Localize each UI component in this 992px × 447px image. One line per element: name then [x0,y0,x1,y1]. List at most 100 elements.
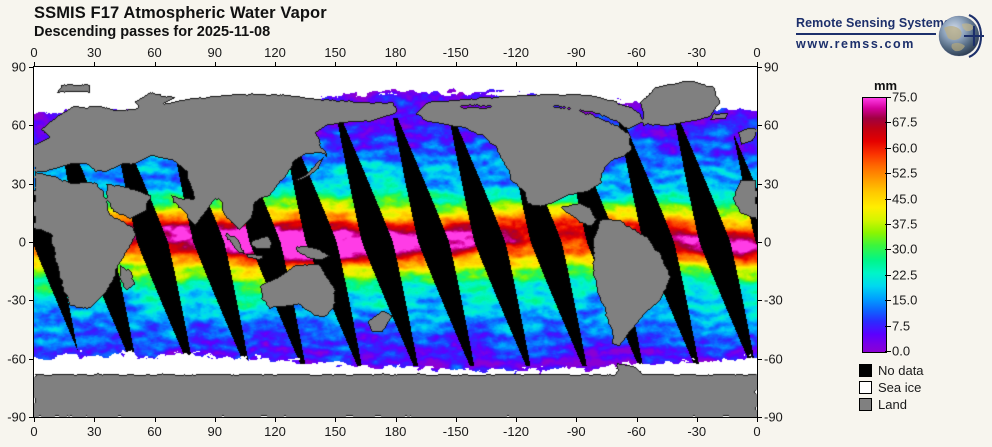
x-axis-label: -120 [502,424,530,439]
x-axis-label: 90 [207,45,222,60]
title-block: SSMIS F17 Atmospheric Water Vapor Descen… [34,4,327,41]
x-axis-label: 0 [753,424,761,439]
x-axis-tick [696,417,698,422]
y-axis-label: -30 [7,292,26,308]
colorbar-tick [885,326,891,327]
x-axis-tick [696,62,698,67]
y-axis-tick [757,125,762,127]
colorbar-tick-label: 45.0 [892,191,918,207]
legend-label: Sea ice [878,380,922,395]
x-axis-tick [154,62,156,67]
colorbar-tick [885,300,891,301]
y-axis-tick [757,242,762,243]
x-axis-label: 60 [147,424,162,439]
y-axis-label: 90 [764,59,779,75]
x-axis-tick [757,417,758,422]
y-axis-tick [757,300,762,302]
y-axis-tick [29,125,34,127]
x-axis-tick [275,62,276,67]
colorbar-tick [885,97,891,98]
legend-swatch [859,364,872,377]
colorbar-tick [885,122,891,123]
y-axis-tick [29,300,34,302]
y-axis-label: -30 [764,292,783,308]
x-axis-tick [34,62,35,67]
x-axis-label: 180 [384,45,407,60]
y-axis-tick [29,242,34,243]
x-axis-label: -60 [627,424,646,439]
legend-item: Sea ice [859,379,924,396]
colorbar-tick [885,199,891,200]
x-axis-tick [516,62,517,67]
colorbar-gradient[interactable] [862,97,887,353]
colorbar-tick-label: 67.5 [892,114,918,130]
map-legend: No data Sea ice Land [859,362,924,413]
remss-logo[interactable]: Remote Sensing Systems www.remss.com [796,8,986,64]
legend-label: No data [878,363,924,378]
y-axis-label: 30 [764,176,779,192]
legend-swatch [859,381,872,394]
colorbar-tick-label: 7.5 [892,318,911,334]
colorbar-tick [885,173,891,174]
x-axis-label: -60 [627,45,646,60]
x-axis-tick [154,417,156,422]
x-axis-tick [34,417,35,422]
y-axis-label: 0 [18,234,26,250]
x-axis-tick [455,417,457,422]
globe-icon [934,8,986,69]
colorbar-tick-label: 37.5 [892,216,918,232]
y-axis-label: 60 [764,117,779,133]
x-axis-tick [516,417,517,422]
logo-organization-name: Remote Sensing Systems [796,16,952,30]
x-axis-label: -30 [687,424,707,439]
legend-label: Land [878,397,907,412]
x-axis-label: 180 [384,424,407,439]
x-axis-label: 0 [753,45,761,60]
logo-website-url: www.remss.com [796,37,915,51]
colorbar-tick [885,224,891,225]
x-axis-tick [94,62,96,67]
map-canvas[interactable] [34,67,757,417]
x-axis-tick [395,417,397,422]
colorbar-tick [885,351,891,352]
y-axis-label: 90 [11,59,26,75]
y-axis-label: -90 [7,409,26,425]
x-axis-label: -90 [566,424,586,439]
colorbar-tick-label: 30.0 [892,241,918,257]
y-axis-label: 0 [764,234,772,250]
x-axis-tick [214,62,216,67]
colorbar-tick [885,148,891,149]
colorbar-tick-label: 60.0 [892,140,918,156]
x-axis-tick [395,62,397,67]
legend-item: No data [859,362,924,379]
legend-item: Land [859,396,924,413]
x-axis-label: 90 [207,424,222,439]
water-vapor-map[interactable] [33,66,758,418]
x-axis-label: -120 [502,45,530,60]
page-title: SSMIS F17 Atmospheric Water Vapor [34,4,327,22]
colorbar-tick [885,249,891,250]
x-axis-tick [94,417,96,422]
y-axis-tick [757,358,762,360]
x-axis-label: 30 [87,45,102,60]
y-axis-tick [29,358,34,360]
x-axis-tick [214,417,216,422]
x-axis-label: -30 [687,45,707,60]
page-subtitle: Descending passes for 2025-11-08 [34,24,271,40]
legend-swatch [859,398,872,411]
logo-divider [796,33,936,35]
x-axis-label: -150 [442,424,469,439]
x-axis-tick [455,62,457,67]
y-axis-tick [757,67,762,68]
x-axis-label: 60 [147,45,162,60]
y-axis-tick [757,417,762,418]
colorbar-tick-label: 22.5 [892,267,918,283]
x-axis-tick [335,417,337,422]
x-axis-label: -150 [442,45,469,60]
y-axis-label: -60 [764,351,783,367]
x-axis-tick [576,417,578,422]
y-axis-tick [29,183,34,185]
x-axis-label: 0 [30,45,38,60]
y-axis-label: 30 [11,176,26,192]
y-axis-tick [29,417,34,418]
